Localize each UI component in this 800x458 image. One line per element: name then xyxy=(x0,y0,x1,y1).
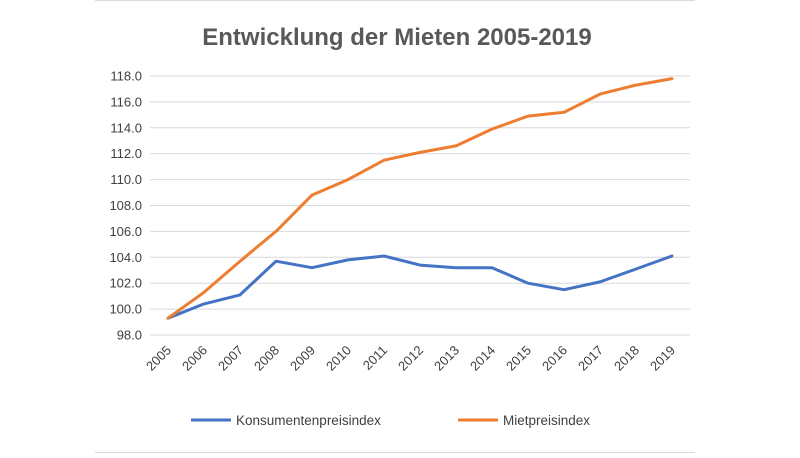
x-tick-label: 2005 xyxy=(143,343,174,374)
y-tick-label: 104.0 xyxy=(109,250,142,265)
legend-label: Konsumentenpreisindex xyxy=(236,413,381,428)
y-tick-label: 102.0 xyxy=(109,276,142,291)
y-tick-label: 106.0 xyxy=(109,224,142,239)
chart-title: Entwicklung der Mieten 2005-2019 xyxy=(202,24,591,51)
series-line-1 xyxy=(166,254,674,320)
x-tick-label: 2011 xyxy=(360,343,390,373)
y-tick-label: 114.0 xyxy=(110,120,142,135)
y-tick-label: 108.0 xyxy=(109,198,142,213)
y-tick-label: 110.0 xyxy=(110,172,142,187)
y-tick-label: 100.0 xyxy=(109,302,142,317)
y-tick-label: 118.0 xyxy=(110,69,142,84)
x-tick-label: 2014 xyxy=(467,343,498,374)
x-tick-label: 2019 xyxy=(647,343,678,374)
x-tick-label: 2015 xyxy=(503,343,534,374)
x-tick-label: 2018 xyxy=(611,343,642,374)
x-tick-label: 2012 xyxy=(395,343,426,374)
legend-label: Mietpreisindex xyxy=(503,413,590,428)
x-tick-label: 2008 xyxy=(251,343,282,374)
x-tick-label: 2016 xyxy=(539,343,570,374)
x-axis: 2005 2006 2007 2008 2009 2010 2011 2012 2013 2014… xyxy=(143,343,678,374)
series-line-2 xyxy=(166,77,674,320)
legend: Konsumentenpreisindex Mietpreisindex xyxy=(191,413,590,428)
x-tick-label: 2009 xyxy=(287,343,318,374)
y-tick-label: 116.0 xyxy=(110,94,142,109)
y-axis: 98.0 100.0 102.0 104.0 106.0 108.0 110.0 112.0 1… xyxy=(109,69,142,343)
x-tick-label: 2006 xyxy=(179,343,210,374)
x-tick-label: 2017 xyxy=(575,343,606,374)
y-tick-label: 98.0 xyxy=(117,328,142,343)
y-tick-label: 112.0 xyxy=(110,146,142,161)
series-lines xyxy=(166,77,674,320)
x-tick-label: 2007 xyxy=(215,343,246,374)
x-tick-label: 2013 xyxy=(431,343,462,374)
gridlines xyxy=(150,75,690,336)
x-tick-label: 2010 xyxy=(323,343,354,374)
